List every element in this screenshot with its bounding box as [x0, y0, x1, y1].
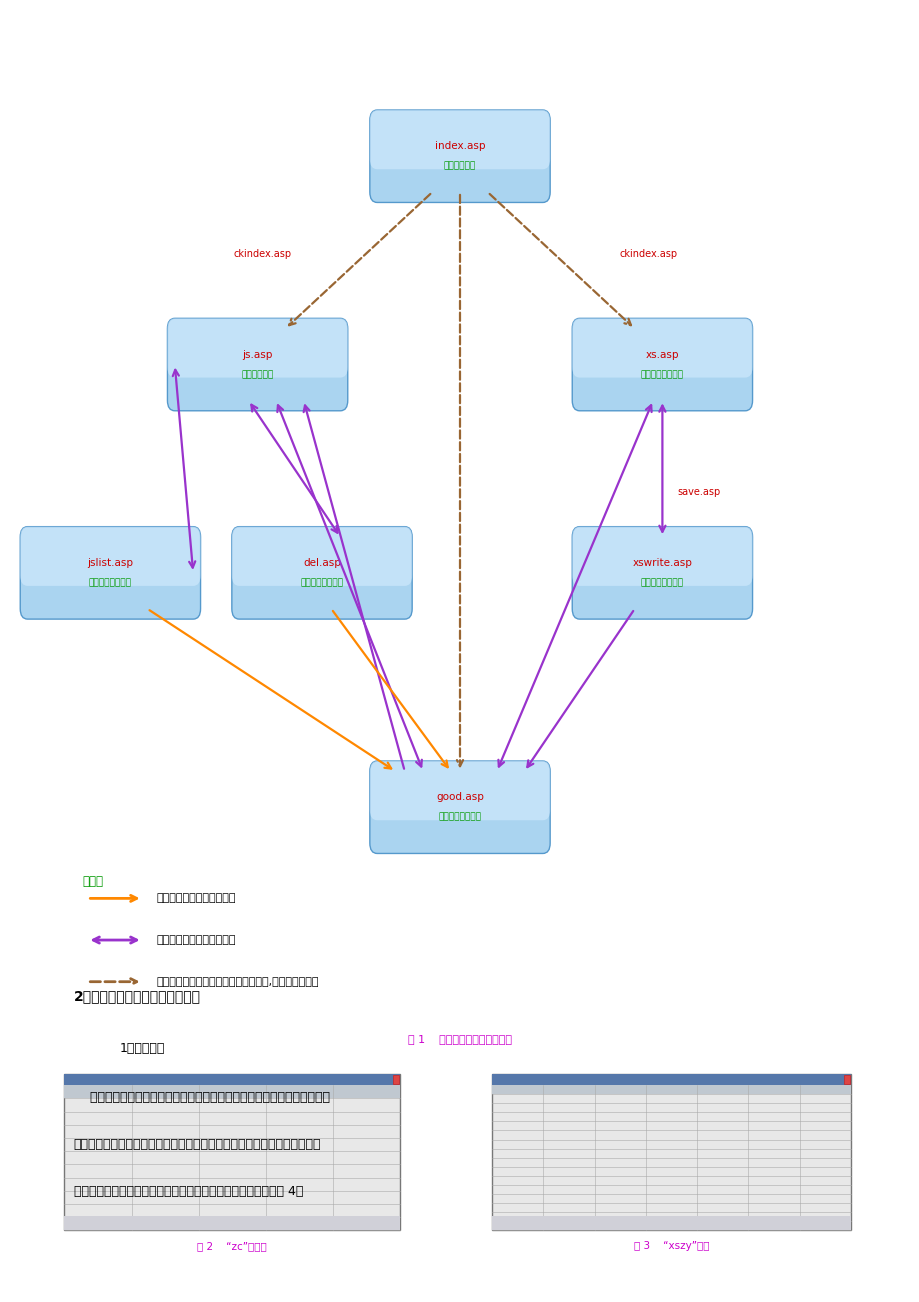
Text: ckindex.asp: ckindex.asp: [618, 249, 677, 259]
FancyBboxPatch shape: [64, 1085, 400, 1099]
Text: （教师页面）: （教师页面）: [241, 370, 274, 379]
Text: index.asp: index.asp: [435, 141, 484, 151]
Text: ckindex.asp: ckindex.asp: [233, 249, 291, 259]
FancyBboxPatch shape: [572, 526, 752, 618]
Text: 生和教师的登陆信息将事先由人员直接对数据库进行录入。（图 4）: 生和教师的登陆信息将事先由人员直接对数据库进行录入。（图 4）: [74, 1185, 302, 1198]
FancyBboxPatch shape: [369, 760, 550, 854]
Text: 图 2    “zc”表单图: 图 2 “zc”表单图: [198, 1241, 267, 1251]
FancyBboxPatch shape: [167, 318, 347, 411]
Text: 表示页面之间不是由超链接形成的跳转,是由程序的跳转: 表示页面之间不是由超链接形成的跳转,是由程序的跳转: [156, 976, 319, 987]
Text: xs.asp: xs.asp: [645, 349, 678, 359]
FancyBboxPatch shape: [167, 319, 347, 378]
Text: save.asp: save.asp: [676, 487, 720, 497]
Text: 表示页面之间的单向超链接: 表示页面之间的单向超链接: [156, 893, 235, 904]
FancyBboxPatch shape: [392, 1075, 399, 1085]
FancyBboxPatch shape: [20, 526, 200, 586]
FancyBboxPatch shape: [369, 111, 550, 169]
Text: （登陆页面）: （登陆页面）: [443, 161, 476, 171]
FancyBboxPatch shape: [572, 318, 752, 411]
Text: 2、学生作业管理系统的分部构建: 2、学生作业管理系统的分部构建: [74, 990, 200, 1004]
Text: 表示页面之间的双向超链接: 表示页面之间的双向超链接: [156, 935, 235, 945]
FancyBboxPatch shape: [232, 526, 412, 586]
Text: 注解：: 注解：: [83, 875, 104, 888]
FancyBboxPatch shape: [572, 319, 752, 378]
FancyBboxPatch shape: [492, 1085, 850, 1094]
FancyBboxPatch shape: [572, 526, 752, 586]
Text: 图 1    学生作业管理系统结构图: 图 1 学生作业管理系统结构图: [407, 1034, 512, 1044]
Text: js.asp: js.asp: [242, 349, 273, 359]
Text: xswrite.asp: xswrite.asp: [631, 557, 692, 568]
FancyBboxPatch shape: [492, 1074, 850, 1230]
FancyBboxPatch shape: [492, 1074, 850, 1085]
FancyBboxPatch shape: [492, 1216, 850, 1230]
Text: （批改作业页面）: （批改作业页面）: [89, 578, 131, 587]
FancyBboxPatch shape: [232, 526, 412, 618]
Text: jslist.asp: jslist.asp: [87, 557, 133, 568]
Text: 为了避免非班级人员都可以获得登陆权限，登陆系统不设注册过程，所有学: 为了避免非班级人员都可以获得登陆权限，登陆系统不设注册过程，所有学: [74, 1138, 321, 1151]
Text: （优秀作业页面）: （优秀作业页面）: [438, 812, 481, 822]
Text: del.asp: del.asp: [302, 557, 341, 568]
Text: （删除作业页面）: （删除作业页面）: [301, 578, 343, 587]
Text: good.asp: good.asp: [436, 792, 483, 802]
FancyBboxPatch shape: [20, 526, 200, 618]
FancyBboxPatch shape: [369, 111, 550, 202]
FancyBboxPatch shape: [64, 1074, 400, 1230]
Text: 1）登陆系统: 1）登陆系统: [119, 1042, 165, 1055]
FancyBboxPatch shape: [369, 760, 550, 820]
FancyBboxPatch shape: [843, 1075, 849, 1085]
Text: （学生提交页面）: （学生提交页面）: [641, 578, 683, 587]
FancyBboxPatch shape: [64, 1216, 400, 1230]
Text: （学生查看页面）: （学生查看页面）: [641, 370, 683, 379]
Text: 图 3    “xszy”表单: 图 3 “xszy”表单: [633, 1241, 709, 1251]
FancyBboxPatch shape: [64, 1074, 400, 1085]
Text: 用户要通过本系统查询和处理作业，必须先输入用户名和密码进行登陆。: 用户要通过本系统查询和处理作业，必须先输入用户名和密码进行登陆。: [74, 1091, 329, 1104]
